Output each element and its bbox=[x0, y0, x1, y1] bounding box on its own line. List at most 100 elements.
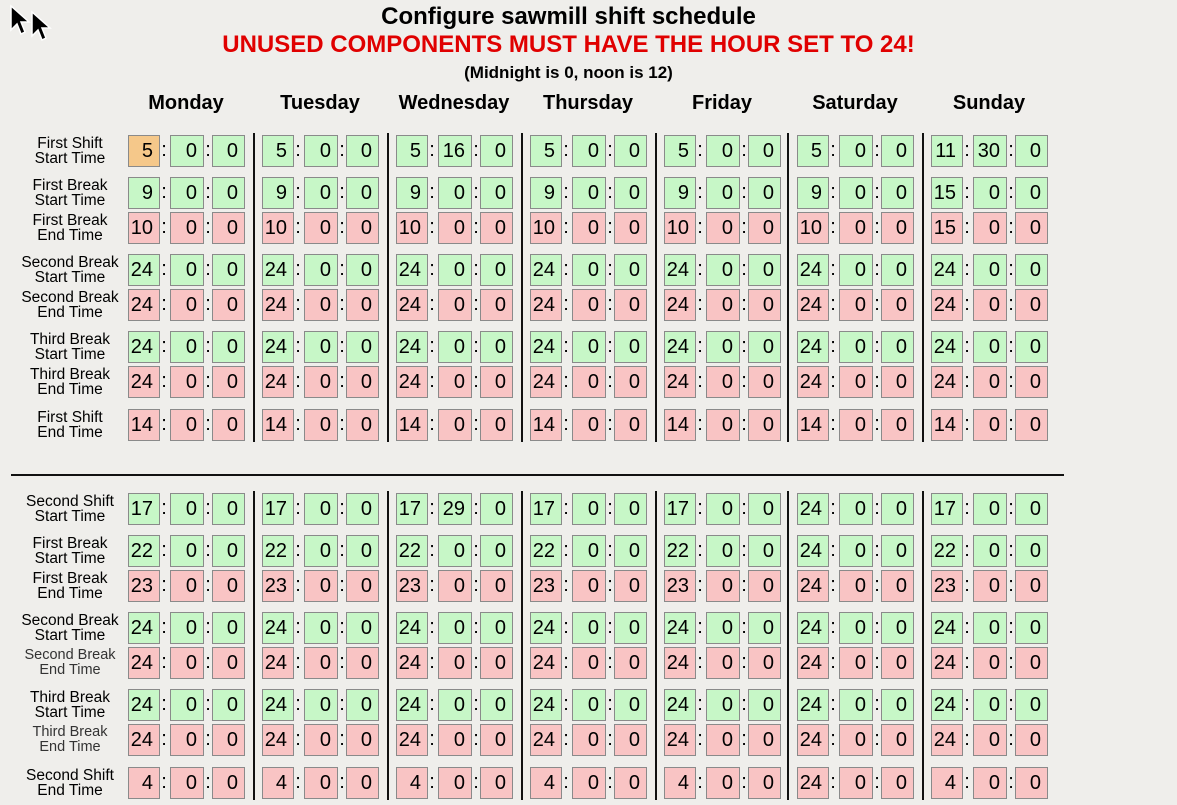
tuesday-hour-field[interactable]: 24 bbox=[262, 331, 294, 363]
saturday-second-field[interactable]: 0 bbox=[881, 724, 914, 756]
sunday-minute-field[interactable]: 0 bbox=[973, 724, 1007, 756]
thursday-minute-field[interactable]: 0 bbox=[572, 289, 606, 321]
monday-minute-field[interactable]: 0 bbox=[170, 212, 204, 244]
wednesday-minute-field[interactable]: 0 bbox=[438, 535, 472, 567]
tuesday-hour-field[interactable]: 24 bbox=[262, 689, 294, 721]
wednesday-second-field[interactable]: 0 bbox=[480, 331, 513, 363]
monday-second-field[interactable]: 0 bbox=[212, 212, 245, 244]
tuesday-hour-field[interactable]: 24 bbox=[262, 254, 294, 286]
monday-hour-field[interactable]: 10 bbox=[128, 212, 160, 244]
sunday-second-field[interactable]: 0 bbox=[1015, 724, 1048, 756]
tuesday-second-field[interactable]: 0 bbox=[346, 535, 379, 567]
sunday-second-field[interactable]: 0 bbox=[1015, 366, 1048, 398]
friday-hour-field[interactable]: 23 bbox=[664, 570, 696, 602]
wednesday-minute-field[interactable]: 0 bbox=[438, 724, 472, 756]
monday-second-field[interactable]: 0 bbox=[212, 612, 245, 644]
wednesday-minute-field[interactable]: 0 bbox=[438, 409, 472, 441]
saturday-minute-field[interactable]: 0 bbox=[839, 177, 873, 209]
saturday-minute-field[interactable]: 0 bbox=[839, 612, 873, 644]
thursday-hour-field[interactable]: 4 bbox=[530, 767, 562, 799]
wednesday-second-field[interactable]: 0 bbox=[480, 535, 513, 567]
thursday-second-field[interactable]: 0 bbox=[614, 689, 647, 721]
friday-second-field[interactable]: 0 bbox=[748, 135, 781, 167]
tuesday-hour-field[interactable]: 9 bbox=[262, 177, 294, 209]
saturday-hour-field[interactable]: 24 bbox=[797, 647, 829, 679]
friday-hour-field[interactable]: 22 bbox=[664, 535, 696, 567]
sunday-minute-field[interactable]: 0 bbox=[973, 570, 1007, 602]
monday-second-field[interactable]: 0 bbox=[212, 689, 245, 721]
thursday-hour-field[interactable]: 14 bbox=[530, 409, 562, 441]
thursday-minute-field[interactable]: 0 bbox=[572, 570, 606, 602]
sunday-second-field[interactable]: 0 bbox=[1015, 535, 1048, 567]
friday-second-field[interactable]: 0 bbox=[748, 331, 781, 363]
sunday-minute-field[interactable]: 0 bbox=[973, 409, 1007, 441]
thursday-hour-field[interactable]: 24 bbox=[530, 254, 562, 286]
tuesday-hour-field[interactable]: 24 bbox=[262, 647, 294, 679]
friday-second-field[interactable]: 0 bbox=[748, 724, 781, 756]
wednesday-second-field[interactable]: 0 bbox=[480, 177, 513, 209]
tuesday-second-field[interactable]: 0 bbox=[346, 724, 379, 756]
thursday-second-field[interactable]: 0 bbox=[614, 570, 647, 602]
thursday-second-field[interactable]: 0 bbox=[614, 212, 647, 244]
saturday-minute-field[interactable]: 0 bbox=[839, 493, 873, 525]
wednesday-minute-field[interactable]: 0 bbox=[438, 612, 472, 644]
friday-hour-field[interactable]: 14 bbox=[664, 409, 696, 441]
wednesday-minute-field[interactable]: 0 bbox=[438, 254, 472, 286]
friday-minute-field[interactable]: 0 bbox=[706, 724, 740, 756]
wednesday-hour-field[interactable]: 24 bbox=[396, 366, 428, 398]
sunday-minute-field[interactable]: 30 bbox=[973, 135, 1007, 167]
saturday-minute-field[interactable]: 0 bbox=[839, 535, 873, 567]
monday-second-field[interactable]: 0 bbox=[212, 177, 245, 209]
sunday-hour-field[interactable]: 17 bbox=[931, 493, 963, 525]
friday-minute-field[interactable]: 0 bbox=[706, 366, 740, 398]
thursday-hour-field[interactable]: 24 bbox=[530, 647, 562, 679]
friday-hour-field[interactable]: 24 bbox=[664, 289, 696, 321]
saturday-second-field[interactable]: 0 bbox=[881, 689, 914, 721]
friday-hour-field[interactable]: 9 bbox=[664, 177, 696, 209]
sunday-second-field[interactable]: 0 bbox=[1015, 177, 1048, 209]
thursday-second-field[interactable]: 0 bbox=[614, 289, 647, 321]
tuesday-second-field[interactable]: 0 bbox=[346, 767, 379, 799]
saturday-hour-field[interactable]: 24 bbox=[797, 767, 829, 799]
wednesday-second-field[interactable]: 0 bbox=[480, 212, 513, 244]
monday-minute-field[interactable]: 0 bbox=[170, 570, 204, 602]
tuesday-hour-field[interactable]: 17 bbox=[262, 493, 294, 525]
friday-second-field[interactable]: 0 bbox=[748, 409, 781, 441]
sunday-hour-field[interactable]: 24 bbox=[931, 724, 963, 756]
sunday-minute-field[interactable]: 0 bbox=[973, 289, 1007, 321]
monday-hour-field[interactable]: 24 bbox=[128, 689, 160, 721]
friday-minute-field[interactable]: 0 bbox=[706, 689, 740, 721]
friday-second-field[interactable]: 0 bbox=[748, 689, 781, 721]
thursday-minute-field[interactable]: 0 bbox=[572, 724, 606, 756]
wednesday-hour-field[interactable]: 22 bbox=[396, 535, 428, 567]
tuesday-hour-field[interactable]: 24 bbox=[262, 612, 294, 644]
monday-minute-field[interactable]: 0 bbox=[170, 366, 204, 398]
monday-hour-field[interactable]: 5 bbox=[128, 135, 160, 167]
saturday-hour-field[interactable]: 24 bbox=[797, 366, 829, 398]
saturday-hour-field[interactable]: 14 bbox=[797, 409, 829, 441]
thursday-second-field[interactable]: 0 bbox=[614, 409, 647, 441]
wednesday-hour-field[interactable]: 24 bbox=[396, 689, 428, 721]
saturday-second-field[interactable]: 0 bbox=[881, 289, 914, 321]
wednesday-hour-field[interactable]: 17 bbox=[396, 493, 428, 525]
thursday-minute-field[interactable]: 0 bbox=[572, 366, 606, 398]
friday-minute-field[interactable]: 0 bbox=[706, 212, 740, 244]
wednesday-second-field[interactable]: 0 bbox=[480, 767, 513, 799]
thursday-minute-field[interactable]: 0 bbox=[572, 689, 606, 721]
monday-second-field[interactable]: 0 bbox=[212, 647, 245, 679]
saturday-hour-field[interactable]: 9 bbox=[797, 177, 829, 209]
tuesday-second-field[interactable]: 0 bbox=[346, 254, 379, 286]
wednesday-hour-field[interactable]: 24 bbox=[396, 612, 428, 644]
wednesday-hour-field[interactable]: 10 bbox=[396, 212, 428, 244]
saturday-hour-field[interactable]: 24 bbox=[797, 535, 829, 567]
tuesday-hour-field[interactable]: 24 bbox=[262, 289, 294, 321]
tuesday-second-field[interactable]: 0 bbox=[346, 289, 379, 321]
saturday-second-field[interactable]: 0 bbox=[881, 366, 914, 398]
saturday-minute-field[interactable]: 0 bbox=[839, 135, 873, 167]
monday-second-field[interactable]: 0 bbox=[212, 535, 245, 567]
monday-minute-field[interactable]: 0 bbox=[170, 409, 204, 441]
thursday-hour-field[interactable]: 24 bbox=[530, 689, 562, 721]
monday-hour-field[interactable]: 22 bbox=[128, 535, 160, 567]
friday-minute-field[interactable]: 0 bbox=[706, 647, 740, 679]
sunday-hour-field[interactable]: 24 bbox=[931, 647, 963, 679]
